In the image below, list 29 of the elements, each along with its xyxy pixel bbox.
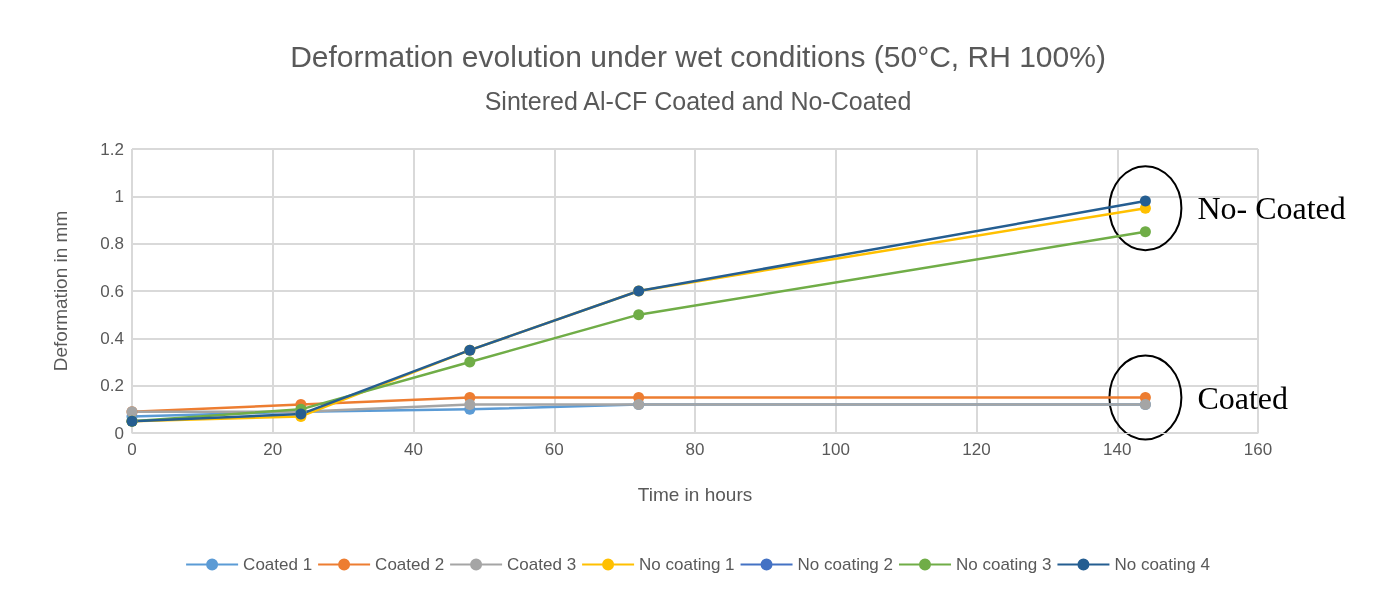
y-tick-label: 0.8 <box>100 234 124 254</box>
legend-label: No coating 4 <box>1114 555 1210 574</box>
y-tick-label: 0.2 <box>100 376 124 396</box>
x-axis-title: Time in hours <box>637 484 753 505</box>
legend-label: No coating 3 <box>955 555 1052 574</box>
y-tick-label: 0.6 <box>100 281 124 301</box>
y-tick-label: 0 <box>114 423 124 443</box>
legend-label: Coated 2 <box>375 555 445 574</box>
legend-label: Coated 1 <box>243 555 313 574</box>
legend-label: Coated 3 <box>507 555 577 574</box>
chart-title: Deformation evolution under wet conditions (50°C, RH 100%) <box>290 39 1106 73</box>
x-tick-label: 60 <box>544 440 564 459</box>
y-tick-label: 0.4 <box>100 328 124 348</box>
legend-label: No coating 1 <box>639 555 735 574</box>
annotation: No- Coated <box>1197 190 1346 227</box>
x-tick-label: 20 <box>263 440 283 459</box>
x-tick-label: 140 <box>1103 440 1132 459</box>
x-tick-label: 160 <box>1243 440 1273 459</box>
y-tick-label: 1.2 <box>100 139 124 159</box>
x-tick-label: 0 <box>127 440 137 459</box>
x-tick-label: 100 <box>821 440 850 459</box>
x-tick-label: 120 <box>962 440 991 459</box>
y-tick-label: 1 <box>114 186 124 206</box>
legend-label: No coating 2 <box>797 555 893 574</box>
y-axis-title: Deformation in mm <box>50 210 71 372</box>
x-tick-label: 80 <box>685 440 705 459</box>
annotation: Coated <box>1197 379 1289 416</box>
x-tick-label: 40 <box>404 440 423 459</box>
chart-subtitle: Sintered Al-CF Coated and No-Coated <box>484 86 912 115</box>
